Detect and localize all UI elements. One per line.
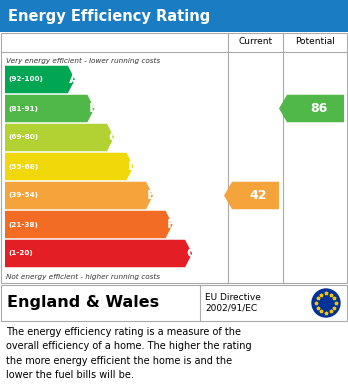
Polygon shape — [5, 240, 192, 267]
Text: Not energy efficient - higher running costs: Not energy efficient - higher running co… — [6, 274, 160, 280]
Polygon shape — [5, 182, 153, 209]
Text: England & Wales: England & Wales — [7, 296, 159, 310]
Text: D: D — [127, 160, 139, 173]
Text: 42: 42 — [250, 189, 267, 202]
Polygon shape — [5, 153, 134, 180]
Text: G: G — [186, 247, 197, 260]
Bar — [1, 33, 347, 283]
Text: C: C — [108, 131, 118, 144]
Text: A: A — [69, 73, 79, 86]
Circle shape — [312, 289, 340, 317]
Text: (92-100): (92-100) — [8, 77, 43, 83]
Text: (55-68): (55-68) — [8, 163, 38, 170]
Polygon shape — [224, 182, 279, 209]
Bar — [1, 285, 347, 321]
Text: (81-91): (81-91) — [8, 106, 38, 111]
Text: B: B — [88, 102, 98, 115]
Bar — [0, 0, 348, 32]
Polygon shape — [5, 124, 114, 151]
Text: (21-38): (21-38) — [8, 221, 38, 228]
Text: 2002/91/EC: 2002/91/EC — [205, 303, 257, 312]
Polygon shape — [5, 66, 75, 93]
Polygon shape — [279, 95, 344, 122]
Text: Potential: Potential — [295, 38, 335, 47]
Text: F: F — [167, 218, 176, 231]
Polygon shape — [5, 211, 173, 238]
Text: (69-80): (69-80) — [8, 135, 38, 140]
Text: 86: 86 — [310, 102, 327, 115]
Polygon shape — [5, 95, 94, 122]
Text: (1-20): (1-20) — [8, 251, 33, 256]
Text: EU Directive: EU Directive — [205, 294, 261, 303]
Text: E: E — [147, 189, 156, 202]
Text: The energy efficiency rating is a measure of the
overall efficiency of a home. T: The energy efficiency rating is a measur… — [6, 327, 252, 380]
Text: Very energy efficient - lower running costs: Very energy efficient - lower running co… — [6, 58, 160, 64]
Text: (39-54): (39-54) — [8, 192, 38, 199]
Text: Current: Current — [238, 38, 272, 47]
Text: Energy Efficiency Rating: Energy Efficiency Rating — [8, 9, 210, 23]
